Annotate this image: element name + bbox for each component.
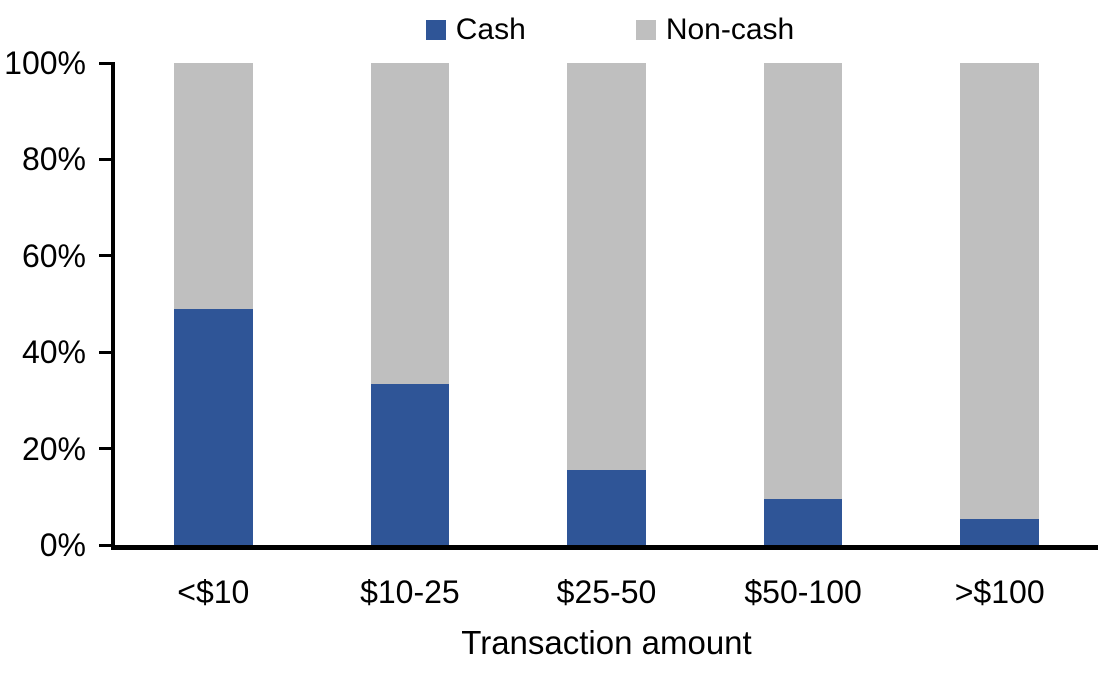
bars — [115, 63, 1098, 545]
bar-10-25 — [370, 63, 450, 545]
bar-segment-non-cash — [763, 63, 843, 500]
y-tick-label: 0% — [39, 527, 86, 563]
y-tick-label: 100% — [4, 45, 86, 81]
y-tick-mark — [99, 350, 115, 354]
x-tick-label: $10-25 — [360, 574, 460, 610]
legend-item-cash: Cash — [425, 13, 526, 47]
bar-slot — [705, 63, 902, 545]
y-tick-mark — [99, 447, 115, 451]
x-tick-label: $50-100 — [744, 574, 862, 610]
bar-50-100 — [763, 63, 843, 545]
bar-segment-cash — [567, 470, 646, 545]
x-tick-label: >$100 — [954, 574, 1045, 610]
y-tick-mark — [99, 254, 115, 258]
legend-label: Cash — [455, 13, 526, 46]
legend-swatch-icon — [635, 20, 656, 40]
y-tick-mark — [99, 543, 115, 547]
bar-100 — [960, 63, 1039, 545]
bar-segment-cash — [173, 308, 253, 545]
bar-slot — [901, 63, 1098, 545]
y-tick-label: 80% — [21, 141, 86, 178]
bar-segment-non-cash — [173, 63, 253, 309]
legend-swatch-icon — [425, 20, 446, 40]
y-tick-label: 40% — [21, 334, 86, 371]
y-tick-mark — [99, 157, 115, 161]
bar-segment-non-cash — [960, 63, 1039, 519]
bar-segment-non-cash — [567, 63, 646, 471]
legend: Cash Non-cash — [59, 13, 1102, 47]
bar-segment-cash — [960, 518, 1039, 545]
bar-segment-cash — [370, 383, 450, 545]
bar-segment-cash — [763, 499, 843, 545]
plot-area — [99, 61, 1098, 550]
bar-10 — [173, 63, 253, 545]
bar-slot — [115, 63, 312, 545]
y-tick-mark — [99, 61, 115, 65]
y-tick-label: 20% — [21, 430, 86, 467]
bar-slot — [508, 63, 705, 545]
legend-label: Non-cash — [665, 13, 795, 46]
bar-25-50 — [567, 63, 646, 545]
x-axis-labels: <$10 $10-25 $25-50 $50-100 >$100 — [115, 574, 1098, 610]
bar-slot — [312, 63, 509, 545]
x-axis-title: Transaction amount — [461, 624, 752, 661]
x-tick-label: <$10 — [177, 574, 250, 610]
y-tick-label: 60% — [21, 237, 86, 274]
legend-item-non-cash: Non-cash — [635, 13, 795, 47]
x-tick-label: $25-50 — [556, 574, 657, 610]
bar-segment-non-cash — [370, 63, 450, 384]
y-axis-labels: 0% 20% 40% 60% 80% 100% — [0, 45, 86, 563]
